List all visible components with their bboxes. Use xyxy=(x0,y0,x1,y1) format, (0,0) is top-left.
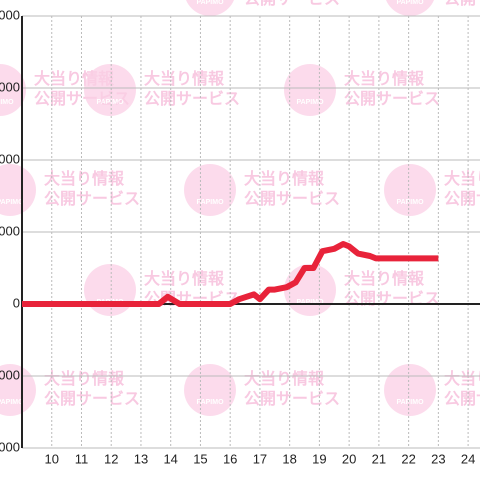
y-tick-label: 0 xyxy=(13,295,20,310)
watermark-line: 公開サービス xyxy=(444,0,480,8)
watermark-circle xyxy=(184,164,236,216)
watermark-line: 大当り情報 xyxy=(144,69,225,88)
watermark-line: 公開サービス xyxy=(144,90,240,108)
y-tick-label: 3,000 xyxy=(0,223,20,238)
watermark-line: 公開サービス xyxy=(444,390,480,408)
x-tick-label: 17 xyxy=(253,451,267,466)
watermark-line: 公開サービス xyxy=(344,290,440,308)
watermark-line: 大当り情報 xyxy=(444,369,480,388)
y-tick-label: 9,000 xyxy=(0,79,20,94)
x-tick-label: 18 xyxy=(282,451,296,466)
watermark-line: 大当り情報 xyxy=(244,369,325,388)
watermark-brand: PAPIMO xyxy=(0,399,24,406)
watermark-line: 大当り情報 xyxy=(244,169,325,188)
watermark-circle xyxy=(384,164,436,216)
watermark-line: 公開サービス xyxy=(244,190,340,208)
x-tick-label: 19 xyxy=(312,451,326,466)
watermark-brand: PAPIMO xyxy=(296,299,324,306)
watermark-brand: PAPIMO xyxy=(396,399,424,406)
x-tick-label: 13 xyxy=(134,451,148,466)
x-tick-label: 11 xyxy=(75,451,89,466)
watermark-line: 公開サービス xyxy=(244,390,340,408)
watermark-line: 大当り情報 xyxy=(444,169,480,188)
watermark-brand: PAPIMO xyxy=(196,199,224,206)
watermark-brand: PAPIMO xyxy=(96,99,124,106)
watermark-line: 大当り情報 xyxy=(44,169,125,188)
x-tick-label: 21 xyxy=(372,451,386,466)
x-tick-label: 16 xyxy=(223,451,237,466)
watermark-circle xyxy=(84,264,136,316)
watermark-line: 大当り情報 xyxy=(44,369,125,388)
watermark-circle xyxy=(384,364,436,416)
watermark-circle xyxy=(386,0,434,16)
y-tick-label: 12,000 xyxy=(0,7,20,22)
watermark-circle xyxy=(84,64,136,116)
watermark-brand: PAPIMO xyxy=(196,0,224,6)
watermark-line: 公開サービス xyxy=(44,390,140,408)
x-tick-label: 23 xyxy=(431,451,445,466)
watermark-line: 大当り情報 xyxy=(344,69,425,88)
watermark-brand: PAPIMO xyxy=(396,199,424,206)
watermark-line: 大当り情報 xyxy=(344,269,425,288)
y-tick-label: -6,000 xyxy=(0,439,20,454)
watermark-circle xyxy=(284,264,336,316)
watermark-brand: PAPIMO xyxy=(0,99,14,106)
watermark-brand: PAPIMO xyxy=(196,399,224,406)
watermark-circle xyxy=(186,0,234,16)
x-tick-label: 24 xyxy=(461,451,475,466)
watermark-line: 大当り情報 xyxy=(144,269,225,288)
x-tick-label: 14 xyxy=(163,451,177,466)
watermark-circle xyxy=(0,364,36,416)
watermark-brand: PAPIMO xyxy=(396,0,424,6)
watermark-line: 公開サービス xyxy=(444,190,480,208)
watermark-circle xyxy=(184,364,236,416)
series-line xyxy=(22,241,439,307)
x-tick-label: 10 xyxy=(45,451,59,466)
y-tick-label: -3,000 xyxy=(0,367,20,382)
watermark-circle xyxy=(284,64,336,116)
x-tick-label: 15 xyxy=(193,451,207,466)
watermark-brand: PAPIMO xyxy=(0,199,24,206)
x-tick-label: 12 xyxy=(104,451,118,466)
watermark-brand: PAPIMO xyxy=(296,99,324,106)
watermark-line: 公開サービス xyxy=(244,0,340,8)
watermark-line: 公開サービス xyxy=(44,190,140,208)
y-tick-label: 6,000 xyxy=(0,151,20,166)
watermark-circle xyxy=(0,64,26,116)
x-tick-label: 22 xyxy=(401,451,415,466)
watermark-line: 公開サービス xyxy=(344,90,440,108)
x-tick-label: 20 xyxy=(342,451,356,466)
watermark-circle xyxy=(0,164,36,216)
